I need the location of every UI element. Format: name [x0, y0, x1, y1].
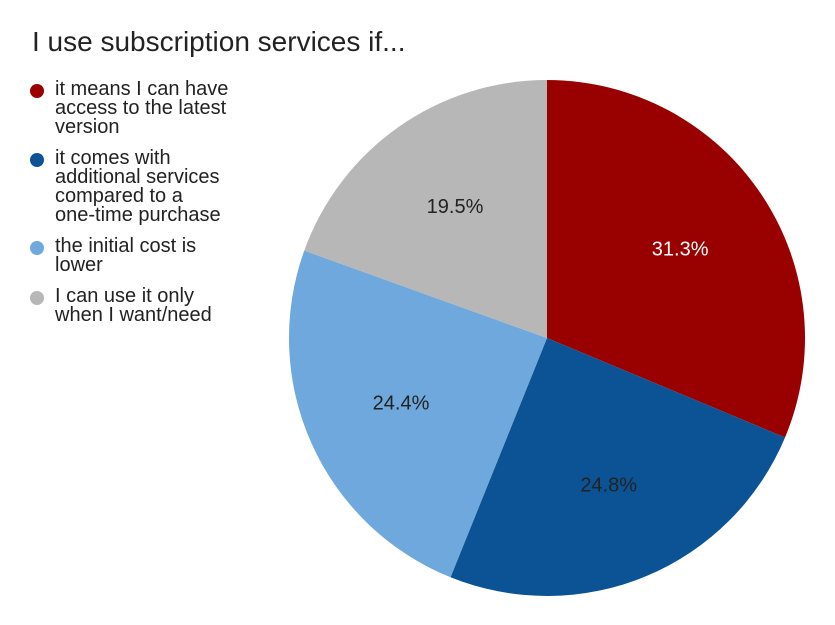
- legend-swatch: [30, 153, 44, 167]
- pie-slice: [450, 338, 786, 596]
- pie-slice: [547, 80, 805, 438]
- legend-label: it comes with additional services compared…: [55, 147, 221, 226]
- pie-slice: [304, 80, 547, 338]
- slice-value-label: 24.4%: [373, 392, 430, 414]
- slice-value-label: 19.5%: [427, 196, 484, 218]
- legend-label: I can use it only when I want/need: [55, 285, 212, 326]
- legend-label: the initial cost is lower: [55, 235, 197, 276]
- legend-swatch: [30, 291, 44, 305]
- pie-slice: [289, 250, 547, 578]
- slice-value-label: 31.3%: [652, 238, 709, 260]
- slice-value-label: 24.8%: [580, 475, 637, 497]
- legend-item: it comes with additional services compared…: [30, 147, 270, 226]
- legend-label: it means I can have access to the latest v…: [55, 78, 229, 138]
- legend-swatch: [30, 84, 44, 98]
- chart-title: I use subscription services if...: [32, 26, 406, 57]
- legend-item: it means I can have access to the latest v…: [30, 78, 270, 138]
- legend-item: I can use it only when I want/need: [30, 285, 270, 326]
- legend-swatch: [30, 241, 44, 255]
- chart-legend: it means I can have access to the latest v…: [30, 78, 270, 337]
- legend-item: the initial cost is lower: [30, 235, 270, 276]
